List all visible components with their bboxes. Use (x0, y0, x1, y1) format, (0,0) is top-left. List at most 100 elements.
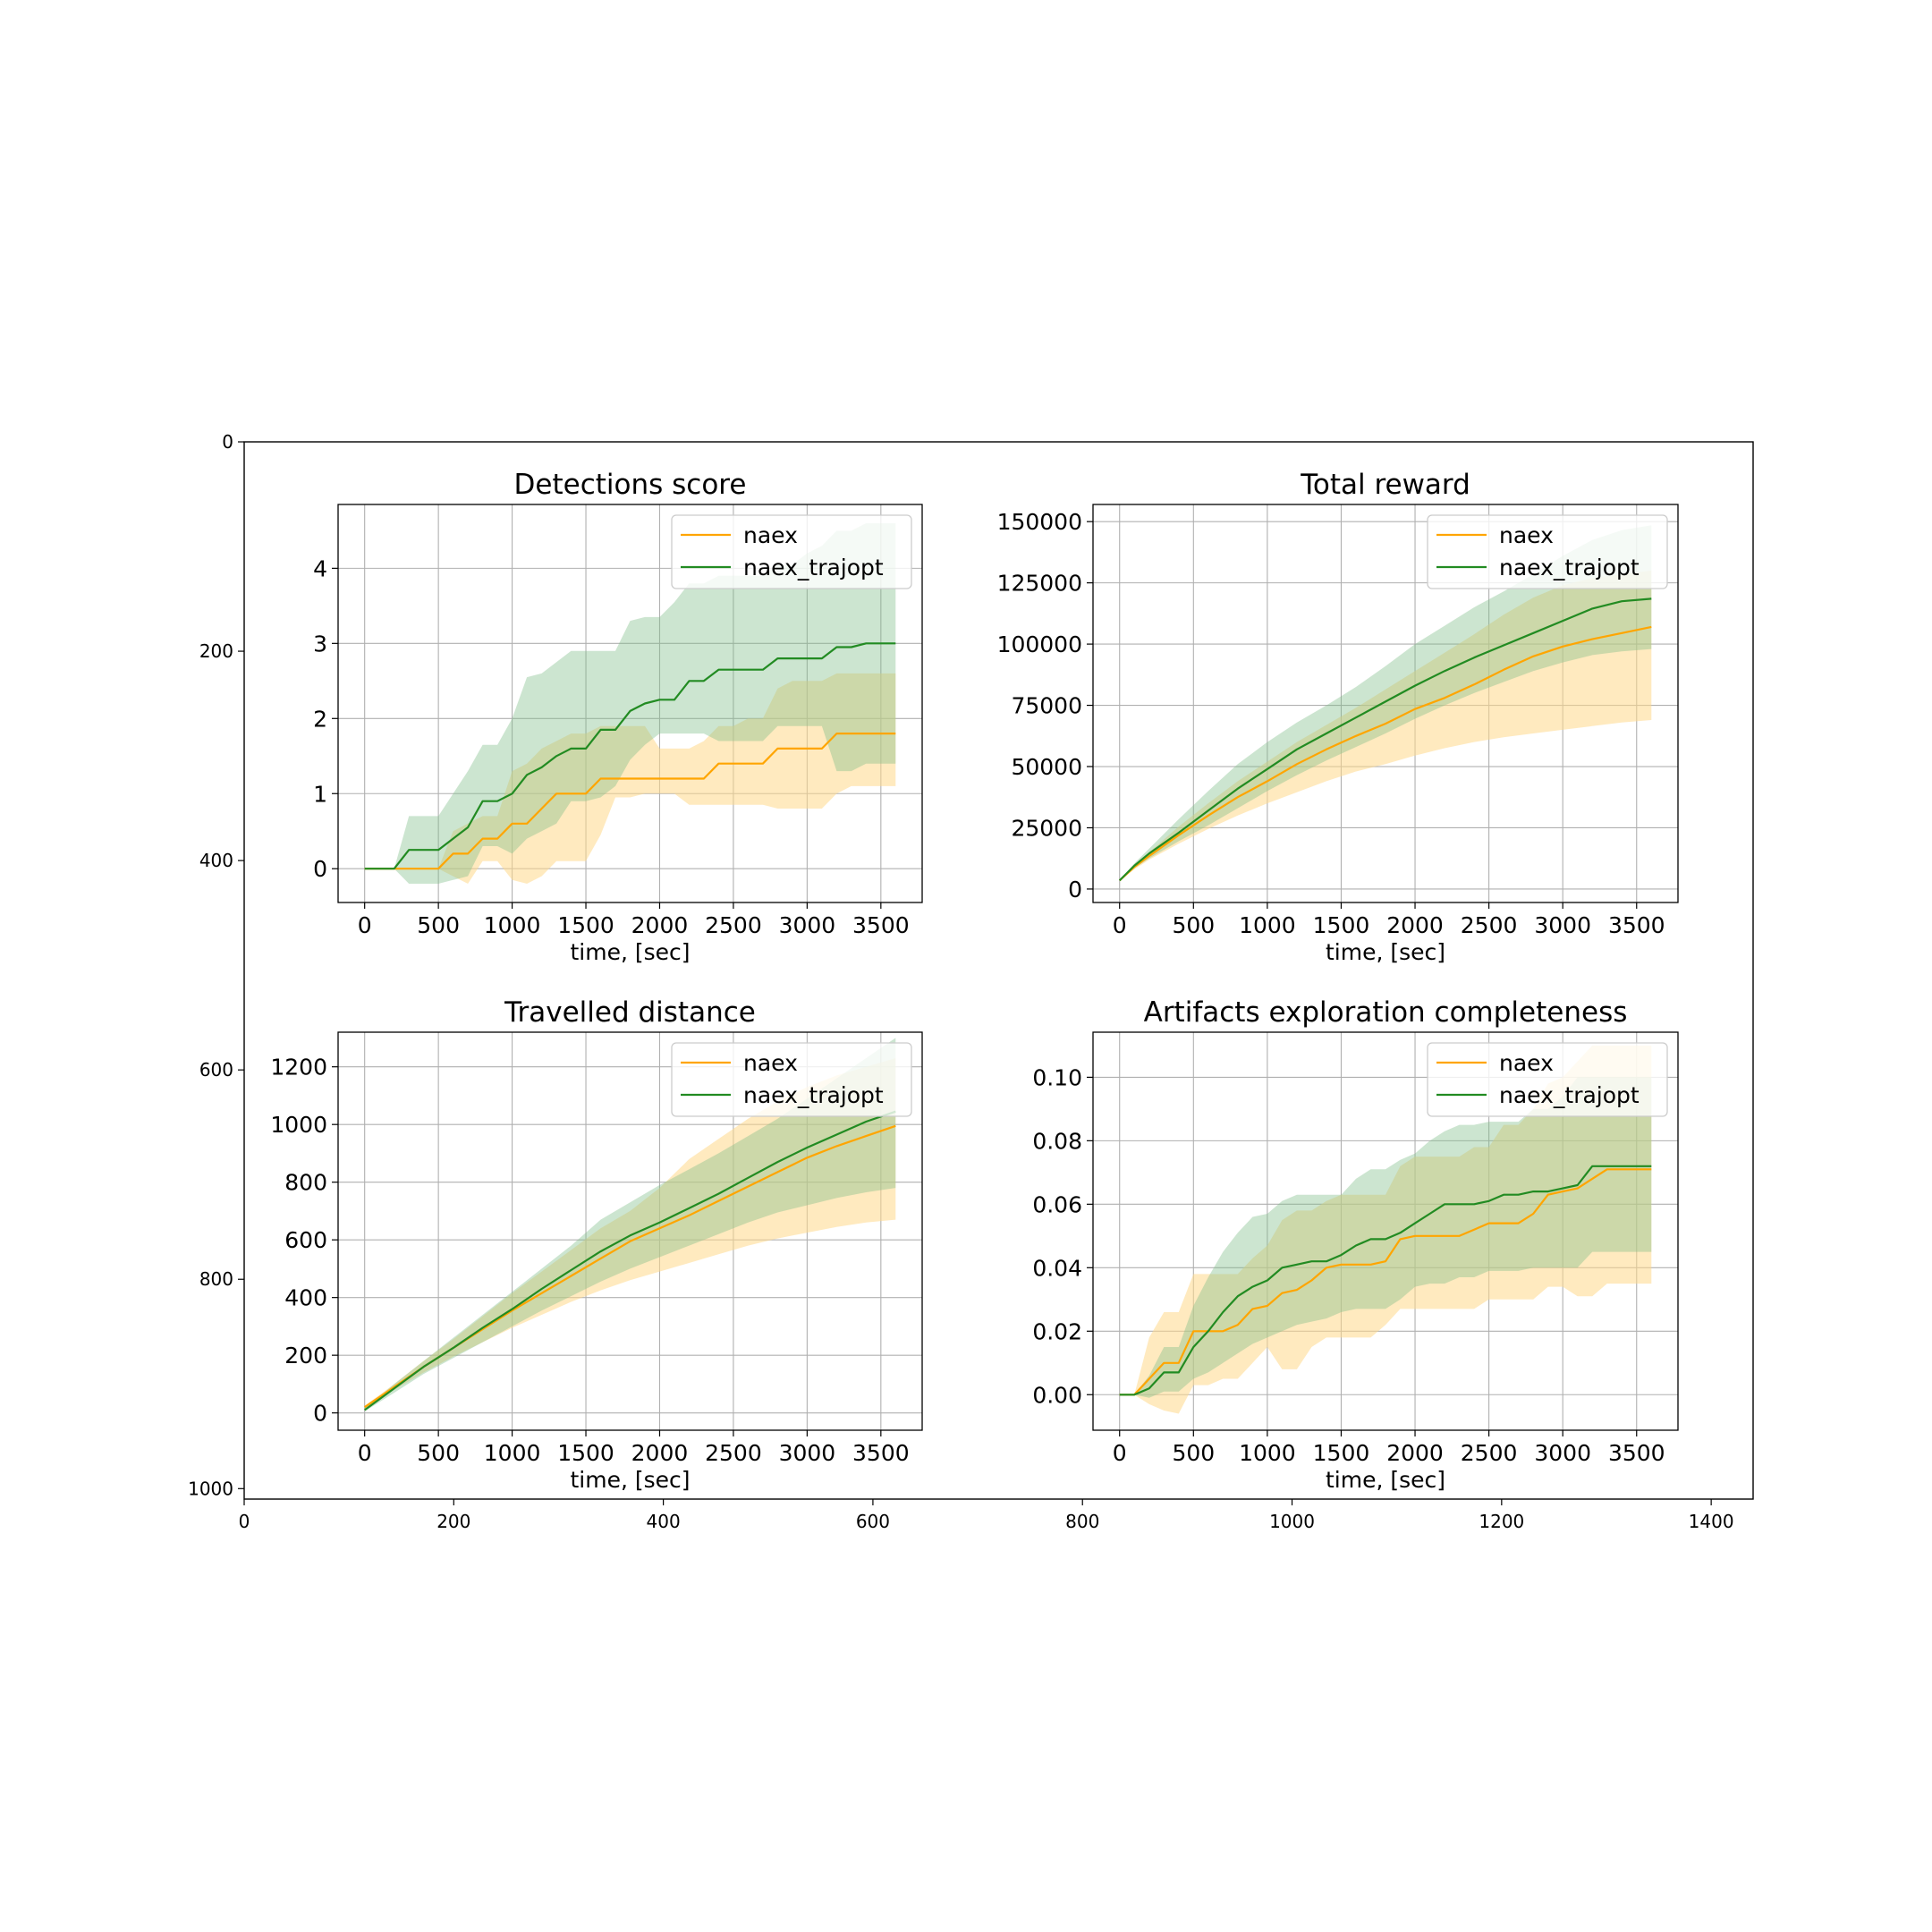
y-tick-label: 2 (313, 706, 327, 732)
legend-label: naex (1499, 522, 1554, 548)
y-tick-label: 25000 (1011, 815, 1082, 841)
outer-y-tick-label: 200 (199, 640, 233, 662)
legend-box (671, 1042, 912, 1117)
legend: naex naex_trajopt (671, 1042, 912, 1117)
y-tick-label: 0.00 (1032, 1382, 1082, 1408)
outer-x-tick-label: 1000 (1269, 1511, 1315, 1532)
line-naex (364, 732, 896, 870)
line-naex (1118, 625, 1652, 882)
y-tick-label: 0.08 (1032, 1128, 1082, 1154)
x-tick-label: 1000 (1239, 1440, 1296, 1466)
x-tick-label: 1000 (1239, 912, 1296, 938)
x-tick-label: 3000 (1534, 912, 1591, 938)
x-axis-label: time, [sec] (1326, 939, 1445, 965)
y-tick-label: 125000 (997, 571, 1082, 597)
subplot-0: 0 500 1000 1500 2000 2500 3000 3500 0 1 2 3 4 Detecti… (313, 469, 923, 965)
x-tick-label: 500 (1172, 1440, 1215, 1466)
legend-label: naex_trajopt (1499, 555, 1640, 580)
y-tick-label: 3 (313, 631, 327, 657)
x-tick-label: 2000 (631, 1440, 689, 1466)
subplot-title: Travelled distance (504, 996, 756, 1029)
x-tick-label: 0 (358, 912, 372, 938)
band-naex (1119, 1045, 1652, 1414)
subplot-2: 0 500 1000 1500 2000 2500 3000 3500 0 200 400 600 80… (270, 996, 923, 1493)
line-naex-trajopt (1118, 597, 1652, 882)
x-tick-label: 3000 (1534, 1440, 1591, 1466)
legend-label: naex_trajopt (1499, 1082, 1640, 1108)
x-axis-label: time, [sec] (570, 939, 690, 965)
outer-frame (243, 441, 1754, 1500)
x-tick-label: 3500 (852, 1440, 910, 1466)
band-naex-trajopt (1119, 1077, 1652, 1398)
line-naex-trajopt (364, 1110, 896, 1411)
legend: naex naex_trajopt (1427, 1042, 1668, 1117)
subplot-grid: 0 500 1000 1500 2000 2500 3000 350001234Detecti… (270, 469, 1679, 1493)
plot-frame (1092, 504, 1679, 903)
y-tick-label: 0 (313, 1401, 327, 1427)
x-tick-label: 3500 (1608, 1440, 1665, 1466)
x-tick-label: 2500 (1461, 1440, 1518, 1466)
y-tick-label: 100000 (997, 631, 1082, 657)
x-tick-label: 2000 (631, 912, 689, 938)
band-naex-trajopt (364, 523, 896, 884)
plot-frame (337, 504, 923, 903)
x-tick-label: 1500 (1313, 1440, 1370, 1466)
y-tick-label: 150000 (997, 509, 1082, 535)
subplot-title: Artifacts exploration completeness (1144, 996, 1628, 1029)
y-tick-label: 4 (313, 555, 327, 581)
band-naex (1119, 570, 1652, 881)
y-tick-label: 200 (284, 1343, 327, 1368)
outer-x-tick-label: 0 (239, 1511, 250, 1532)
x-axis-label: time, [sec] (1326, 1467, 1445, 1493)
x-tick-label: 500 (1172, 912, 1215, 938)
x-tick-label: 2000 (1386, 1440, 1444, 1466)
x-tick-label: 500 (417, 912, 460, 938)
y-tick-label: 1 (313, 781, 327, 807)
outer-x-tick-label: 400 (647, 1511, 681, 1532)
y-tick-label: 0 (1068, 877, 1082, 902)
y-tick-label: 0.04 (1032, 1255, 1082, 1281)
y-tick-label: 0.02 (1032, 1318, 1082, 1344)
line-naex-trajopt (1119, 1165, 1652, 1396)
x-tick-label: 3500 (852, 912, 910, 938)
subplot-title: Total reward (1300, 469, 1470, 501)
x-tick-label: 0 (1113, 912, 1127, 938)
x-tick-label: 0 (1113, 1440, 1127, 1466)
legend-label: naex (1499, 1050, 1554, 1076)
subplot-1: 0 500 1000 1500 2000 2500 3000 3500 0 25000 50000 7… (997, 469, 1679, 965)
x-tick-label: 2000 (1386, 912, 1444, 938)
legend-label: naex (743, 1050, 798, 1076)
legend: naex naex_trajopt (1427, 514, 1668, 589)
y-tick-label: 75000 (1011, 693, 1082, 719)
x-tick-label: 0 (358, 1440, 372, 1466)
legend-box (1427, 1042, 1668, 1117)
outer-y-tick-label: 400 (199, 850, 233, 871)
legend: naex naex_trajopt (671, 514, 912, 589)
x-tick-label: 2500 (705, 1440, 762, 1466)
y-tick-label: 400 (284, 1285, 327, 1311)
outer-y-tick-label: 1000 (188, 1478, 233, 1499)
x-tick-label: 3500 (1608, 912, 1665, 938)
x-tick-label: 500 (417, 1440, 460, 1466)
legend-label: naex (743, 522, 798, 548)
line-naex-trajopt (364, 642, 896, 870)
outer-x-tick-label: 1200 (1479, 1511, 1524, 1532)
outer-x-tick-label: 1400 (1689, 1511, 1734, 1532)
x-tick-label: 1500 (557, 1440, 614, 1466)
legend-label: naex_trajopt (743, 1082, 884, 1108)
x-tick-label: 3000 (779, 912, 836, 938)
x-tick-label: 2500 (705, 912, 762, 938)
outer-y-tick-label: 600 (199, 1059, 233, 1080)
subplot-3: 0 500 1000 1500 2000 2500 3000 3500 0.00 0.02 0.04… (1032, 996, 1679, 1493)
y-tick-label: 0.06 (1032, 1191, 1082, 1217)
y-tick-label: 1200 (270, 1055, 327, 1080)
y-tick-label: 600 (284, 1227, 327, 1253)
subplot-title: Detections score (514, 469, 747, 501)
x-tick-label: 1000 (484, 1440, 541, 1466)
outer-x-tick-label: 800 (1065, 1511, 1099, 1532)
x-tick-label: 2500 (1461, 912, 1518, 938)
plot-frame (1092, 1031, 1679, 1431)
outer-x-tick-label: 200 (436, 1511, 470, 1532)
